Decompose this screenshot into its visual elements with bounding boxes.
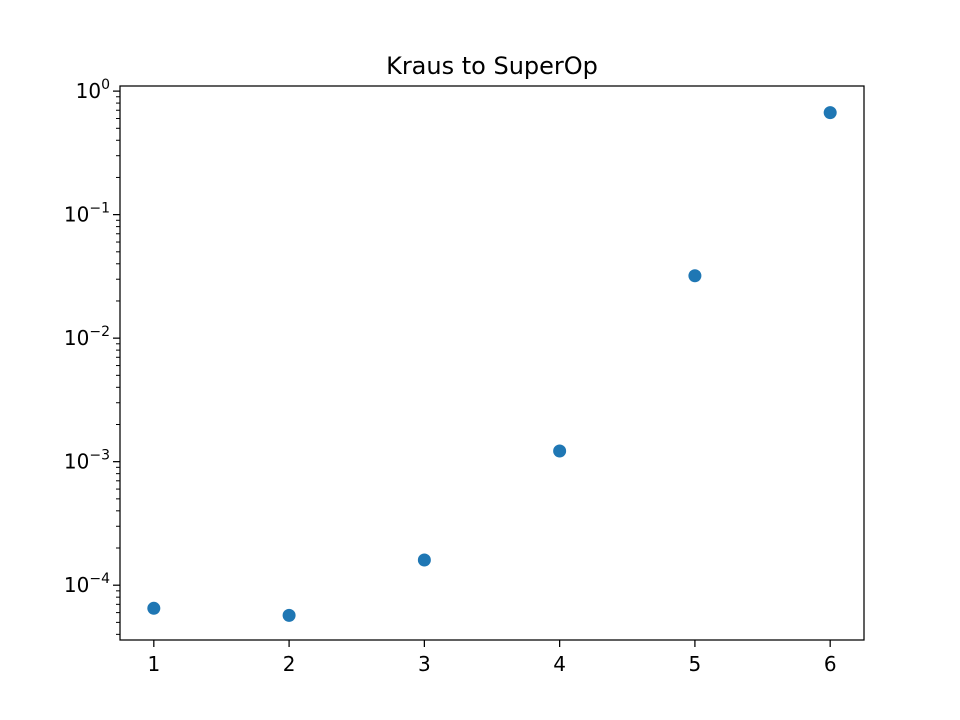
data-point xyxy=(553,444,567,458)
x-tick-label: 2 xyxy=(283,652,296,676)
y-tick-label: 10−1 xyxy=(64,201,110,227)
y-tick-label: 100 xyxy=(76,77,110,103)
x-tick-label: 4 xyxy=(553,652,566,676)
data-point xyxy=(282,608,296,622)
y-tick-base: 10 xyxy=(64,203,89,227)
y-tick-base: 10 xyxy=(64,450,89,474)
y-tick-exponent: −3 xyxy=(89,448,110,464)
data-point xyxy=(823,106,837,120)
chart-title: Kraus to SuperOp xyxy=(386,52,598,80)
y-tick-exponent: −4 xyxy=(89,571,110,587)
data-points xyxy=(147,106,837,622)
y-tick-base: 10 xyxy=(64,326,89,350)
x-tick-label: 5 xyxy=(689,652,702,676)
y-tick-label: 10−2 xyxy=(64,324,110,350)
y-tick-exponent: −2 xyxy=(89,324,110,340)
data-point xyxy=(147,601,161,615)
y-tick-exponent: 0 xyxy=(101,77,110,93)
y-tick-label: 10−3 xyxy=(64,448,110,474)
x-tick-label: 6 xyxy=(824,652,837,676)
plot-area-frame xyxy=(119,85,865,641)
x-tick-label: 1 xyxy=(147,652,160,676)
y-tick-base: 10 xyxy=(64,573,89,597)
data-point xyxy=(688,269,702,283)
data-point xyxy=(417,553,431,567)
y-tick-label: 10−4 xyxy=(64,571,110,597)
x-tick-label: 3 xyxy=(418,652,431,676)
y-tick-exponent: −1 xyxy=(89,201,110,217)
y-tick-base: 10 xyxy=(76,79,101,103)
